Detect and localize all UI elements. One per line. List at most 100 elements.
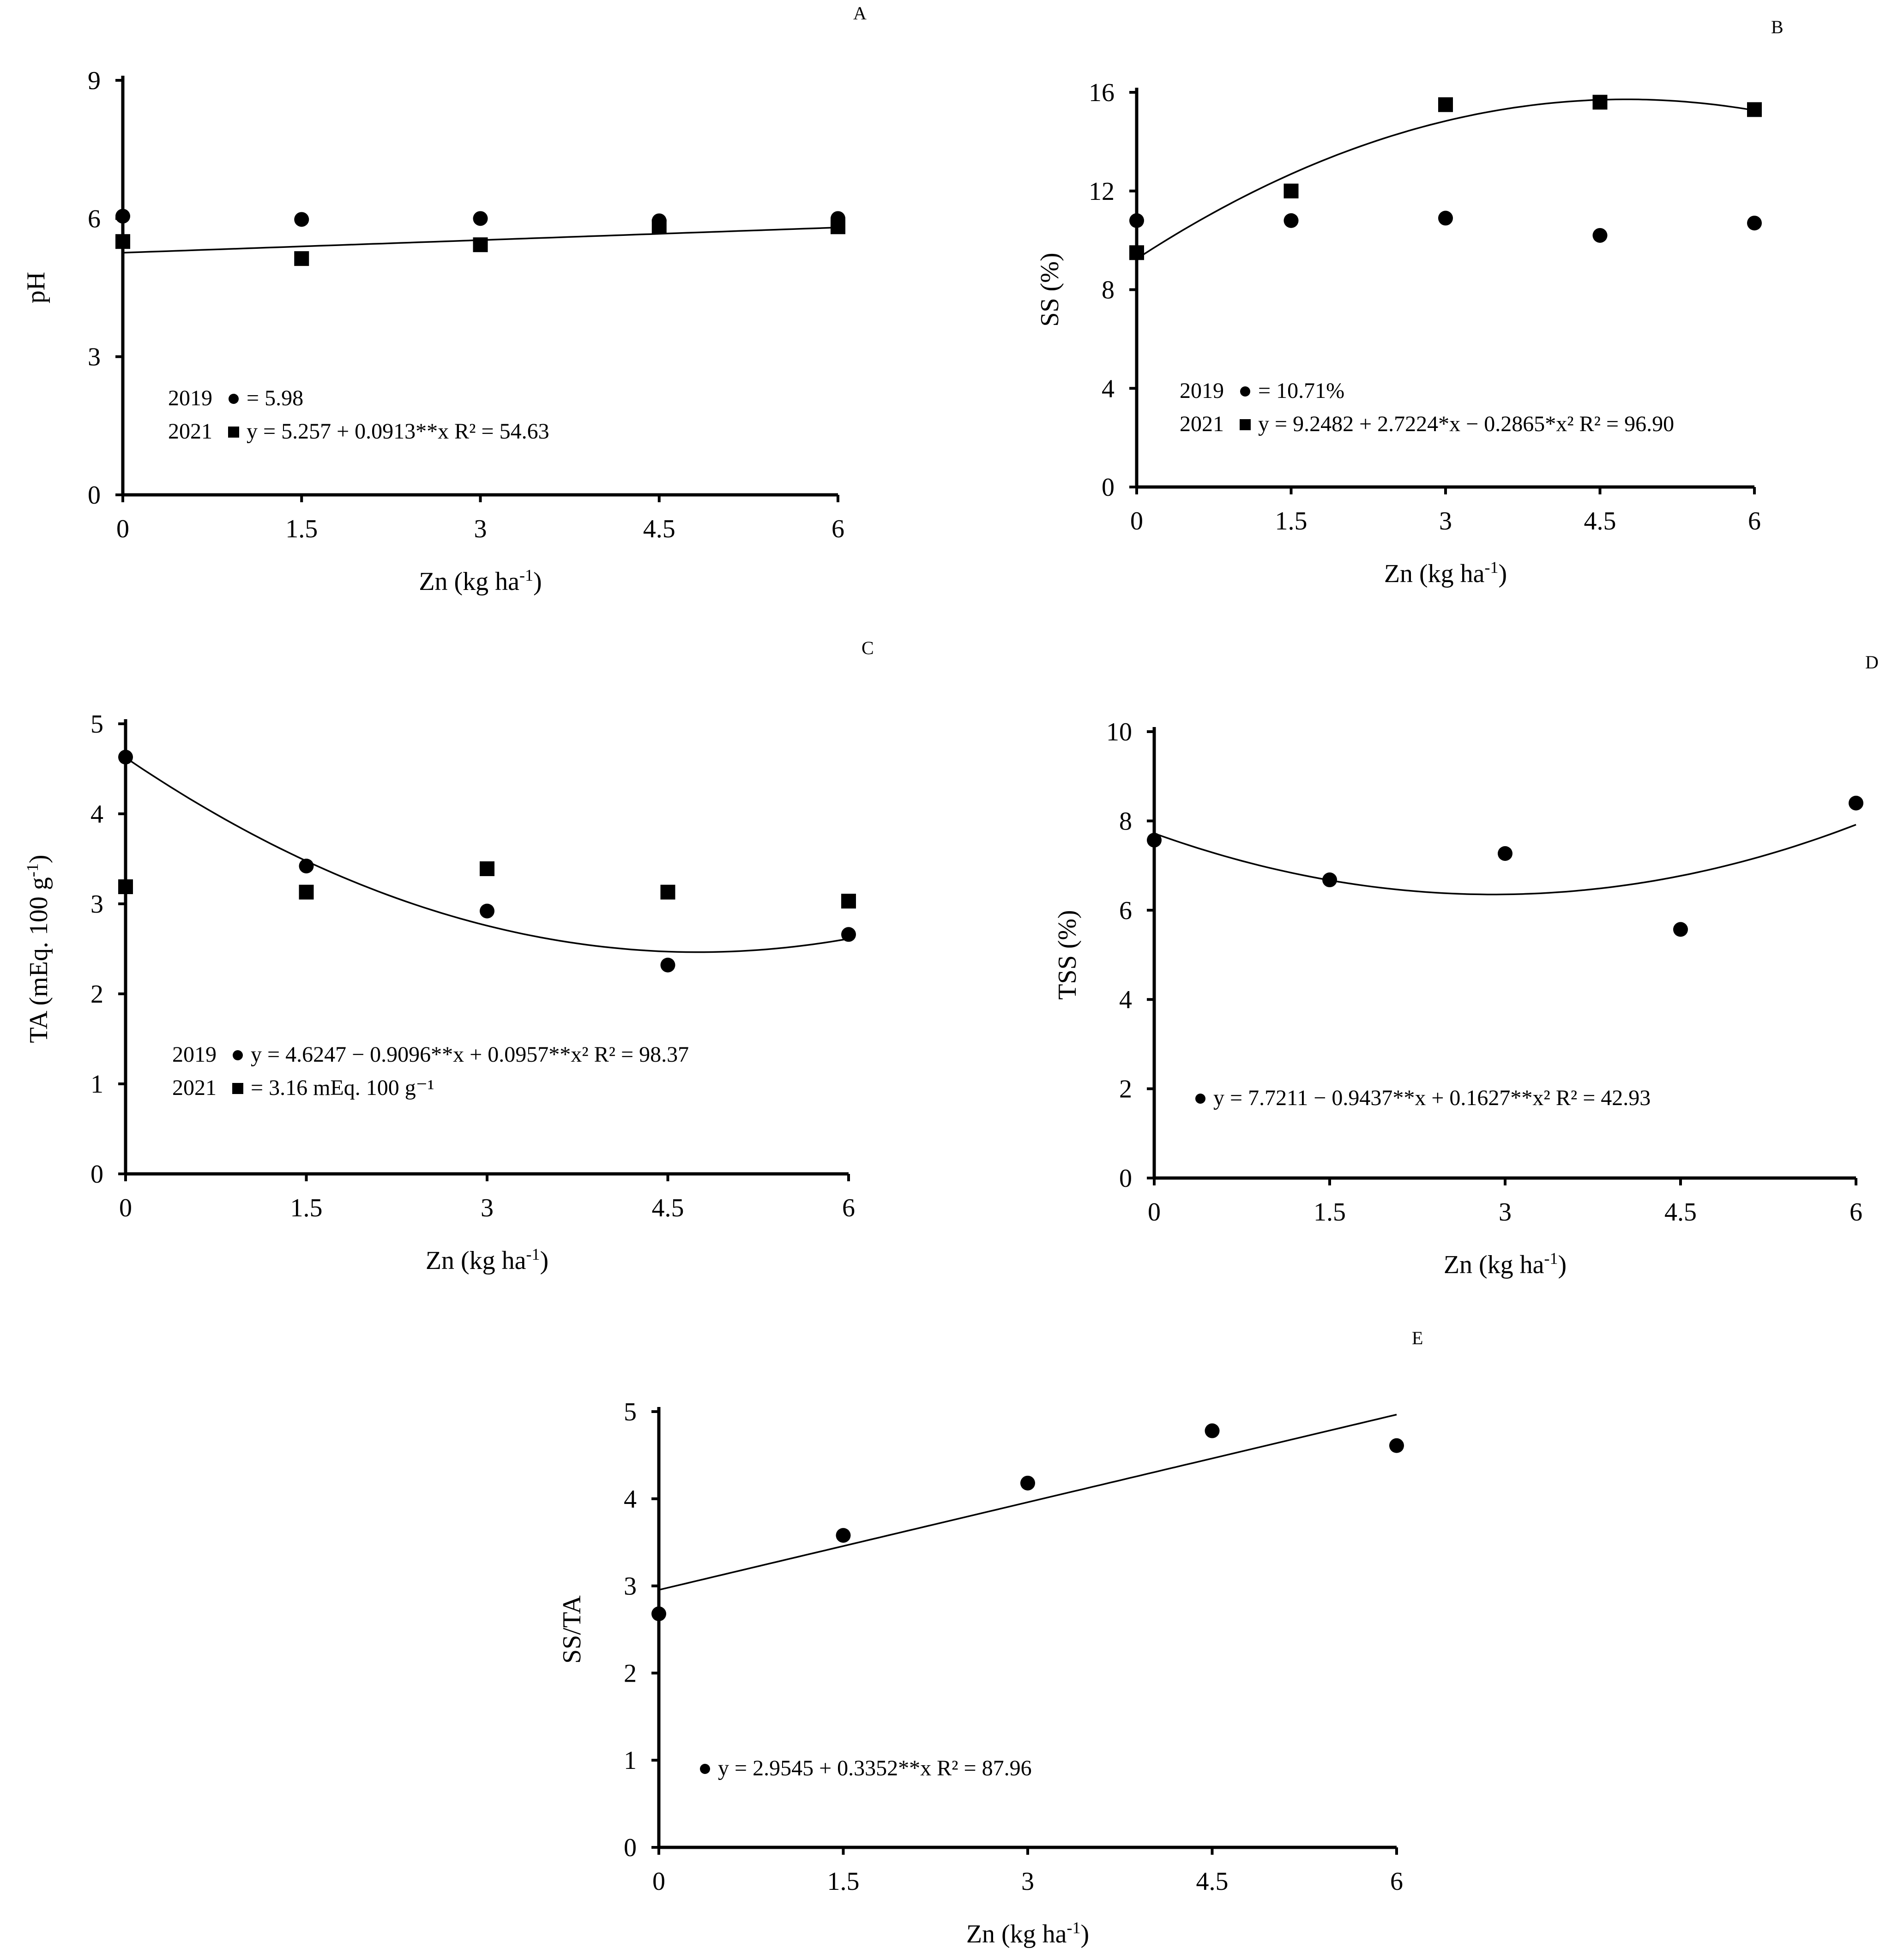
x-axis-title-sup: -1 — [526, 1245, 540, 1263]
x-tick-label: 0 — [652, 1867, 665, 1896]
panel-letter: C — [862, 637, 874, 658]
x-tick-label: 4.5 — [652, 1194, 684, 1222]
y-axis-title: SS/TA — [558, 1595, 586, 1664]
legend-marker-square — [228, 427, 239, 438]
x-axis-title-end: ) — [1081, 1920, 1090, 1948]
panel-d: D 0 2 4 6 8 10 0 1.5 3 4.5 6 Zn (kg ha-1) TSS (%) y = … — [1053, 652, 1879, 1279]
x-axis-title: Zn (kg ha-1) — [419, 566, 542, 596]
x-tick-label: 4.5 — [1664, 1198, 1697, 1227]
data-point-square — [1592, 95, 1608, 110]
data-point-circle — [115, 209, 130, 224]
legend-equation: = 5.98 — [247, 386, 303, 410]
legend-marker-circle — [700, 1764, 710, 1774]
data-point-circle — [841, 927, 856, 942]
fit-curve — [658, 1413, 1397, 1591]
data-point-circle — [651, 1606, 666, 1622]
x-tick-label: 4.5 — [643, 515, 675, 543]
legend-year: 2019 — [168, 386, 212, 410]
y-tick-label: 4 — [1119, 986, 1132, 1014]
x-tick-label: 1.5 — [827, 1867, 860, 1896]
data-point-circle — [1205, 1423, 1220, 1438]
data-point-circle — [118, 750, 133, 765]
x-tick-label: 4.5 — [1584, 507, 1616, 535]
fit-curve — [1154, 824, 1856, 896]
y-tick-label: 6 — [1119, 896, 1132, 925]
x-axis-title-text: Zn (kg ha — [419, 567, 519, 596]
y-tick-label: 5 — [90, 710, 103, 739]
x-axis-title-sup: -1 — [1067, 1918, 1081, 1937]
y-tick-label: 1 — [90, 1070, 103, 1099]
panel-a: A 0 3 6 9 0 1.5 3 4.5 6 Zn (kg ha-1) pH 2019 = 5.98 20… — [22, 3, 867, 596]
legend-year: 2019 — [172, 1042, 217, 1067]
x-tick-label: 0 — [116, 515, 129, 543]
data-point-square — [118, 879, 133, 894]
data-point-circle — [1849, 795, 1863, 811]
y-tick-label: 0 — [90, 1160, 103, 1189]
panel-letter: D — [1865, 652, 1879, 673]
data-point-circle — [1147, 832, 1162, 848]
x-tick-label: 0 — [1148, 1198, 1161, 1227]
x-tick-label: 6 — [1748, 507, 1761, 535]
x-tick-label: 1.5 — [290, 1194, 323, 1222]
data-point-circle — [1498, 846, 1512, 861]
data-point-circle — [1438, 210, 1453, 226]
y-axis-title-text: TSS (%) — [1053, 910, 1082, 999]
y-tick-label: 0 — [1102, 473, 1115, 502]
legend-marker-square — [232, 1083, 243, 1094]
panel-b: B 0 4 8 12 16 0 1.5 3 4.5 6 Zn (kg ha-1) SS (%) 2019 =… — [1036, 17, 1784, 588]
x-tick-label: 4.5 — [1196, 1867, 1229, 1896]
y-tick-label: 5 — [624, 1398, 637, 1426]
y-axis-title-text: SS/TA — [558, 1595, 586, 1664]
y-axis-title-end: ) — [24, 854, 53, 863]
y-tick-label: 8 — [1119, 807, 1132, 836]
y-tick-label: 0 — [88, 481, 101, 510]
data-point-circle — [1020, 1475, 1035, 1491]
y-axis-title-text: pH — [22, 272, 50, 303]
y-axis-title-text: SS (%) — [1036, 253, 1064, 326]
y-tick-label: 3 — [88, 343, 101, 372]
data-point-circle — [1592, 228, 1608, 243]
y-tick-label: 0 — [624, 1834, 637, 1862]
legend-year: 2019 — [1180, 379, 1224, 403]
legend-equation: y = 2.9545 + 0.3352**x R² = 87.96 — [718, 1756, 1032, 1780]
data-point-circle — [480, 903, 494, 919]
y-tick-label: 1 — [624, 1746, 637, 1775]
data-point-square — [299, 884, 314, 900]
x-axis-title: Zn (kg ha-1) — [1444, 1249, 1567, 1279]
data-point-square — [473, 237, 488, 253]
data-point-square — [841, 894, 856, 909]
data-point-square — [1129, 245, 1144, 260]
panel-letter: B — [1771, 17, 1784, 37]
y-tick-label: 2 — [90, 980, 103, 1009]
data-point-square — [480, 861, 494, 876]
y-tick-label: 9 — [88, 66, 101, 95]
y-tick-label: 4 — [90, 800, 103, 829]
y-axis-title: TA (mEq. 100 g-1) — [23, 854, 53, 1043]
data-point-circle — [1673, 922, 1688, 937]
y-tick-label: 4 — [1102, 374, 1115, 403]
x-tick-label: 1.5 — [1275, 507, 1308, 535]
legend-marker-circle — [229, 394, 239, 404]
x-tick-label: 6 — [842, 1194, 855, 1222]
data-point-circle — [1283, 213, 1299, 228]
legend-year: 2021 — [168, 419, 212, 444]
y-tick-label: 0 — [1119, 1164, 1132, 1193]
fit-curve — [1136, 98, 1755, 260]
y-axis-title: pH — [22, 272, 50, 303]
x-axis-title: Zn (kg ha-1) — [966, 1918, 1089, 1948]
y-tick-label: 6 — [88, 204, 101, 233]
x-axis-title: Zn (kg ha-1) — [426, 1245, 548, 1275]
y-axis-title-sup: -1 — [23, 863, 42, 877]
x-tick-label: 3 — [1021, 1867, 1034, 1896]
data-point-circle — [1322, 872, 1337, 888]
panel-letter: A — [853, 3, 867, 24]
data-point-square — [1438, 97, 1453, 112]
y-tick-label: 3 — [90, 890, 103, 919]
y-tick-label: 16 — [1089, 78, 1115, 107]
x-tick-label: 0 — [1130, 507, 1143, 535]
y-tick-label: 12 — [1089, 177, 1115, 206]
legend-equation: y = 4.6247 − 0.9096**x + 0.0957**x² R² =… — [251, 1042, 689, 1067]
x-axis-title-text: Zn (kg ha — [426, 1246, 526, 1275]
legend-year: 2021 — [1180, 412, 1224, 436]
